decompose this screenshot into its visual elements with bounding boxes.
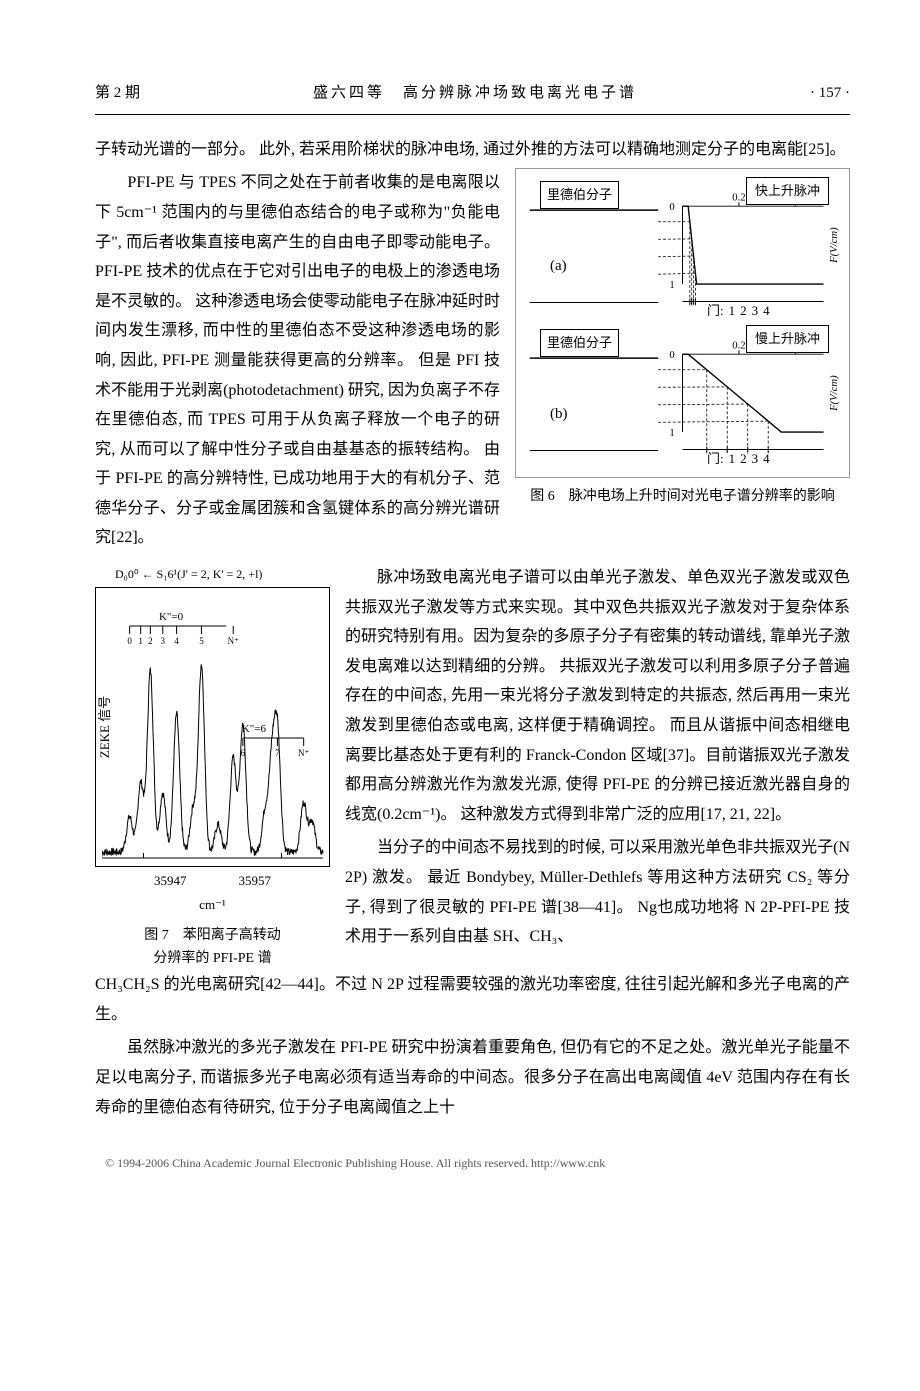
- issue-number: 第 2 期: [95, 80, 140, 108]
- figure-7-caption: 图 7 苯阳离子高转动 分辨率的 PFI-PE 谱: [95, 925, 330, 970]
- figure-7-title: D₀0⁰ ← S₁6¹(J' = 2, K' = 2, +l): [115, 563, 330, 585]
- figure-6: 里德伯分子 快上升脉冲 (a) 010.20.4t (μs)F(V/cm) 门:…: [515, 168, 850, 557]
- svg-text:2: 2: [148, 636, 153, 646]
- paragraph-1: PFI-PE 与 TPES 不同之处在于前者收集的是电离限以下 5cm⁻¹ 范围…: [95, 168, 500, 557]
- copyright-footer: © 1994-2006 China Academic Journal Elect…: [95, 1152, 850, 1174]
- svg-text:N⁺: N⁺: [298, 748, 309, 758]
- fig7-xtick-1: 35957: [239, 873, 272, 888]
- page-header: 第 2 期 盛六四等 高分辨脉冲场致电离光电子谱 · 157 ·: [95, 80, 850, 115]
- fig7-xtick-0: 35947: [154, 873, 187, 888]
- page: 第 2 期 盛六四等 高分辨脉冲场致电离光电子谱 · 157 · 子转动光谱的一…: [0, 0, 920, 1204]
- figure-6-caption: 图 6 脉冲电场上升时间对光电子谱分辨率的影响: [515, 484, 850, 510]
- fig6b-gate: 门:1234: [707, 447, 770, 471]
- page-number: · 157 ·: [810, 80, 850, 108]
- figure-7-plot: ZEKE 信号 012345N⁺K"=067N⁺K"=6: [95, 587, 330, 867]
- figure-6-box: 里德伯分子 快上升脉冲 (a) 010.20.4t (μs)F(V/cm) 门:…: [515, 168, 850, 478]
- figure-6-panel-b: 里德伯分子 慢上升脉冲 (b) 010.20.4t (μs)F(V/cm) 门:…: [522, 323, 843, 471]
- svg-text:5: 5: [199, 636, 204, 646]
- fig6b-mol-label: 里德伯分子: [540, 329, 619, 357]
- figure-7-ylabel: ZEKE 信号: [93, 696, 117, 758]
- paragraph-3: 当分子的中间态不易找到的时候, 可以采用激光单色非共振双光子(N 2P) 激发。…: [345, 833, 850, 951]
- figure-7-xticks: 35947 35957 cm⁻¹: [95, 869, 330, 917]
- svg-text:3: 3: [161, 636, 166, 646]
- svg-text:0.2: 0.2: [732, 340, 745, 352]
- fig6a-gate: 门:1234: [707, 299, 770, 323]
- svg-text:F(V/cm): F(V/cm): [828, 227, 840, 264]
- fig7-caption-l2: 分辨率的 PFI-PE 谱: [153, 951, 271, 966]
- fig6a-ab: (a): [550, 253, 567, 281]
- right-text-col: 脉冲场致电离光电子谱可以由单光子激发、单色双光子激发或双色共振双光子激发等方式来…: [345, 563, 850, 970]
- svg-text:1: 1: [669, 279, 674, 291]
- svg-text:1: 1: [669, 427, 674, 439]
- svg-text:N⁺: N⁺: [228, 636, 239, 646]
- fig6a-pulse-label: 快上升脉冲: [746, 177, 829, 205]
- svg-text:K"=0: K"=0: [159, 611, 184, 623]
- svg-text:0.2: 0.2: [732, 192, 745, 204]
- figure-6-panel-a: 里德伯分子 快上升脉冲 (a) 010.20.4t (μs)F(V/cm) 门:…: [522, 175, 843, 323]
- paragraph-2: 脉冲场致电离光电子谱可以由单光子激发、单色双光子激发或双色共振双光子激发等方式来…: [345, 563, 850, 829]
- svg-text:0: 0: [669, 201, 674, 213]
- svg-text:1: 1: [138, 636, 143, 646]
- figure-7-svg: 012345N⁺K"=067N⁺K"=6: [96, 588, 329, 866]
- svg-text:F(V/cm): F(V/cm): [828, 375, 840, 412]
- paragraph-1-text: PFI-PE 与 TPES 不同之处在于前者收集的是电离限以下 5cm⁻¹ 范围…: [95, 168, 500, 553]
- fig6b-pulse-label: 慢上升脉冲: [746, 325, 829, 353]
- svg-text:0: 0: [127, 636, 132, 646]
- svg-text:K"=6: K"=6: [242, 723, 267, 735]
- paragraph-5: 虽然脉冲激光的多光子激发在 PFI-PE 研究中扮演着重要角色, 但仍有它的不足…: [95, 1033, 850, 1122]
- svg-text:0: 0: [669, 349, 674, 361]
- fig6a-mol-label: 里德伯分子: [540, 181, 619, 209]
- fig7-caption-l1: 图 7 苯阳离子高转动: [144, 928, 281, 943]
- fig6b-ab: (b): [550, 401, 568, 429]
- figure-7-xunit: cm⁻¹: [199, 897, 226, 912]
- row-fig7-text: D₀0⁰ ← S₁6¹(J' = 2, K' = 2, +l) ZEKE 信号 …: [95, 563, 850, 970]
- running-title: 盛六四等 高分辨脉冲场致电离光电子谱: [313, 80, 637, 108]
- figure-7: D₀0⁰ ← S₁6¹(J' = 2, K' = 2, +l) ZEKE 信号 …: [95, 563, 330, 970]
- row-text-fig6: PFI-PE 与 TPES 不同之处在于前者收集的是电离限以下 5cm⁻¹ 范围…: [95, 168, 850, 557]
- svg-text:4: 4: [174, 636, 179, 646]
- paragraph-4: CH₃CH₂S 的光电离研究[42—44]。不过 N 2P 过程需要较强的激光功…: [95, 970, 850, 1029]
- paragraph-0: 子转动光谱的一部分。 此外, 若采用阶梯状的脉冲电场, 通过外推的方法可以精确地…: [95, 135, 850, 165]
